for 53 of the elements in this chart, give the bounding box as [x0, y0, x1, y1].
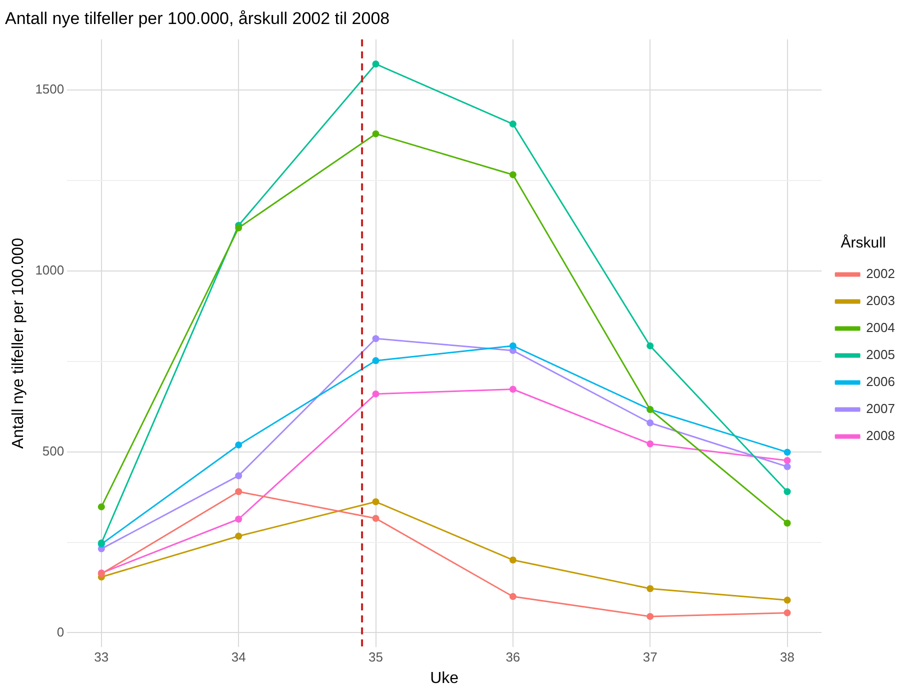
x-tick-label: 38	[780, 650, 795, 665]
point	[509, 171, 516, 178]
point	[235, 532, 242, 540]
point	[646, 612, 654, 620]
point	[372, 390, 380, 398]
x-axis-title: Uke	[430, 670, 459, 687]
point	[509, 386, 516, 393]
point	[646, 585, 654, 592]
point	[372, 514, 380, 522]
x-tick-label: 37	[642, 650, 658, 665]
y-tick-label: 500	[42, 443, 64, 458]
x-tick-label: 34	[231, 650, 246, 665]
point	[235, 488, 242, 496]
y-tick-label: 1000	[35, 262, 64, 278]
legend-label: 2003	[866, 293, 895, 308]
point	[372, 60, 380, 68]
x-tick-label: 35	[368, 650, 383, 665]
y-axis-title: Antall nye tilfeller per 100.000	[10, 238, 28, 449]
legend-title: Årskull	[840, 234, 886, 252]
point	[784, 488, 791, 496]
point	[235, 516, 242, 523]
legend-label: 2002	[866, 266, 895, 282]
point	[509, 593, 516, 600]
point	[509, 342, 516, 350]
point	[372, 130, 380, 138]
legend-label: 2008	[866, 428, 895, 444]
point	[646, 440, 654, 448]
point	[235, 472, 242, 480]
point	[372, 498, 380, 506]
point	[784, 463, 791, 470]
point	[784, 596, 791, 604]
point	[372, 357, 380, 364]
point	[98, 503, 105, 510]
legend-label: 2006	[866, 374, 895, 390]
point	[646, 342, 654, 350]
point	[784, 457, 791, 464]
chart-title: Antall nye tilfeller per 100.000, årskull 2002 til 2008	[5, 8, 390, 28]
point	[235, 441, 242, 448]
point	[509, 556, 516, 564]
y-tick-label: 0	[56, 624, 64, 640]
point	[646, 419, 654, 426]
point	[509, 120, 516, 128]
x-tick-label: 36	[506, 650, 520, 665]
point	[784, 448, 791, 456]
point	[784, 520, 791, 527]
point	[235, 224, 242, 232]
y-tick-label: 1500	[35, 82, 64, 97]
x-tick-label: 33	[94, 650, 109, 665]
point	[784, 609, 791, 616]
legend-label: 2007	[866, 401, 895, 416]
point	[372, 335, 380, 342]
legend-label: 2005	[866, 347, 895, 362]
legend-label: 2004	[866, 320, 895, 336]
